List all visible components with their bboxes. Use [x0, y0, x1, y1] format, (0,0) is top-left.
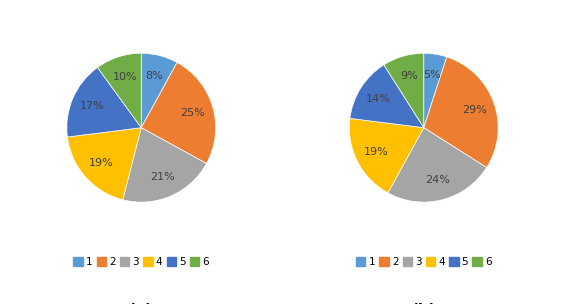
Text: 17%: 17%: [80, 102, 105, 111]
Wedge shape: [388, 128, 486, 202]
Wedge shape: [349, 118, 424, 193]
Text: 19%: 19%: [89, 158, 114, 168]
Text: 14%: 14%: [366, 94, 391, 104]
Text: 5%: 5%: [423, 70, 441, 80]
Legend: 1, 2, 3, 4, 5, 6: 1, 2, 3, 4, 5, 6: [69, 253, 213, 271]
Wedge shape: [384, 53, 424, 128]
Text: 8%: 8%: [146, 71, 163, 81]
Text: (b): (b): [411, 303, 436, 304]
Wedge shape: [141, 53, 177, 128]
Wedge shape: [67, 128, 141, 200]
Wedge shape: [67, 67, 141, 137]
Wedge shape: [98, 53, 141, 128]
Legend: 1, 2, 3, 4, 5, 6: 1, 2, 3, 4, 5, 6: [352, 253, 496, 271]
Text: 19%: 19%: [364, 147, 388, 157]
Wedge shape: [123, 128, 206, 202]
Text: 24%: 24%: [425, 174, 450, 185]
Wedge shape: [424, 57, 498, 168]
Text: 21%: 21%: [150, 172, 175, 182]
Text: 25%: 25%: [180, 108, 205, 118]
Text: (a): (a): [129, 303, 153, 304]
Wedge shape: [424, 53, 447, 128]
Wedge shape: [350, 65, 424, 128]
Wedge shape: [141, 62, 216, 164]
Text: 29%: 29%: [462, 105, 486, 115]
Text: 9%: 9%: [400, 71, 418, 81]
Text: 10%: 10%: [112, 72, 137, 82]
